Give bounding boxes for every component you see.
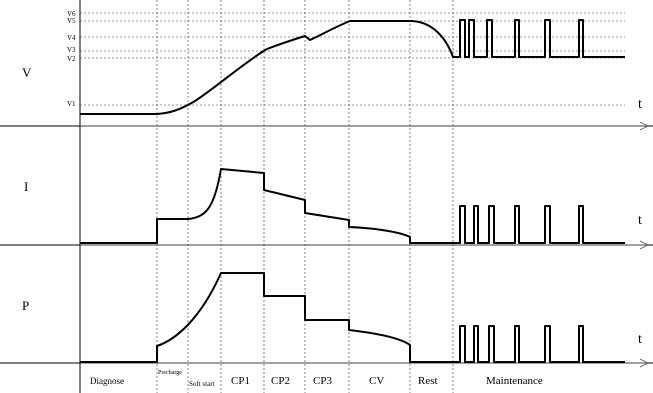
phase-label-cp3: CP3 bbox=[313, 375, 332, 387]
voltage-panel-label: V bbox=[22, 65, 32, 80]
phase-label-diagnose: Diagnose bbox=[90, 376, 124, 386]
phase-label-cp2: CP2 bbox=[271, 375, 290, 387]
level-v3: V3 bbox=[67, 46, 76, 54]
phase-label-rest: Rest bbox=[418, 375, 438, 387]
time-label-voltage: t bbox=[638, 97, 642, 112]
phase-label-cv: CV bbox=[369, 375, 384, 387]
power-curve bbox=[80, 273, 625, 362]
level-v4: V4 bbox=[67, 34, 76, 42]
power-panel-label: P bbox=[22, 298, 29, 313]
voltage-curve bbox=[80, 20, 625, 114]
voltage-level-lines bbox=[80, 13, 625, 105]
current-curve bbox=[80, 169, 625, 243]
phase-label-softstart: Soft start bbox=[189, 380, 215, 388]
level-v5: V5 bbox=[67, 17, 76, 25]
phase-separators bbox=[157, 0, 453, 393]
level-v1: V1 bbox=[67, 100, 76, 108]
phase-label-cp1: CP1 bbox=[231, 375, 250, 387]
phase-label-precharge: Precharge bbox=[158, 370, 182, 376]
time-label-current: t bbox=[638, 213, 642, 228]
phase-label-maintenance: Maintenance bbox=[486, 375, 543, 387]
current-panel-label: I bbox=[24, 179, 28, 194]
level-v2: V2 bbox=[67, 55, 76, 63]
time-label-power: t bbox=[638, 332, 642, 347]
